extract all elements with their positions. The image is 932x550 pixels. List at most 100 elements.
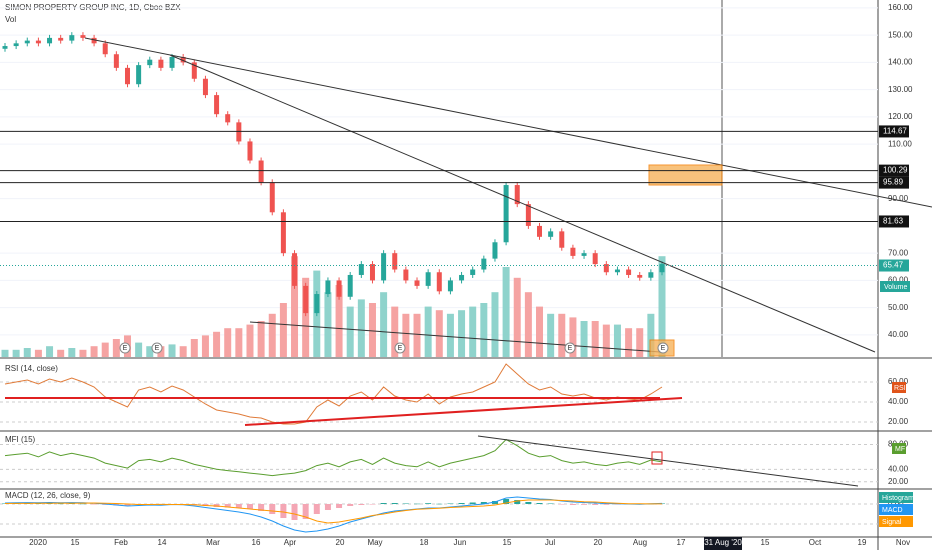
y-tick-label: 20.00	[888, 477, 909, 486]
y-tick-label: 160.00	[888, 3, 913, 12]
candle	[436, 272, 442, 292]
volume-bar	[569, 317, 577, 357]
volume-bar	[647, 313, 655, 357]
histogram-bar	[91, 504, 98, 505]
histogram-bar	[347, 504, 354, 506]
x-tick-label: Mar	[206, 538, 220, 547]
y-tick-label: 40.00	[888, 397, 909, 406]
volume-bar	[335, 285, 343, 357]
histogram-bar	[358, 504, 365, 505]
earnings-label: E	[123, 345, 128, 352]
earnings-label: E	[398, 345, 403, 352]
candle	[147, 59, 153, 66]
volume-bar	[179, 346, 187, 357]
volume-bar	[580, 321, 588, 357]
candle	[180, 56, 186, 63]
volume-bar	[368, 303, 376, 357]
volume-bar	[658, 256, 666, 357]
candle	[481, 258, 487, 270]
volume-bar	[636, 328, 644, 357]
candle	[225, 114, 231, 123]
candle	[425, 272, 431, 286]
volume-bar	[201, 335, 209, 357]
histogram-bar	[235, 504, 242, 508]
volume-bar	[357, 299, 365, 357]
histogram-bar	[369, 504, 376, 505]
x-tick-label: Nov	[896, 538, 910, 547]
histogram-bar	[581, 504, 588, 505]
candle	[570, 247, 576, 256]
x-tick-label: May	[367, 538, 382, 547]
histogram-bar	[313, 504, 320, 514]
candle	[214, 95, 220, 115]
histogram-bar	[79, 503, 86, 505]
candle	[280, 212, 286, 254]
candle	[258, 160, 264, 183]
candle	[158, 59, 164, 68]
y-tick-label: 150.00	[888, 30, 913, 39]
volume-bar	[491, 292, 499, 357]
y-tick-label: 110.00	[888, 139, 912, 148]
volume-bar	[168, 344, 176, 357]
histogram-bar	[614, 504, 621, 505]
last-price-bg	[879, 259, 909, 272]
histogram-bar	[569, 504, 576, 505]
candle	[414, 280, 420, 286]
x-tick-label: 16	[252, 538, 261, 547]
volume-bar	[446, 313, 454, 357]
volume-bar	[213, 331, 221, 357]
tag-bg	[879, 492, 913, 503]
volume-bar	[469, 306, 477, 357]
histogram-bar	[414, 503, 421, 505]
candle	[69, 35, 75, 41]
trend-line	[84, 37, 932, 208]
mfi-title: MFI (15)	[5, 435, 36, 444]
mfi-line	[4, 438, 663, 477]
volume-title: Vol	[5, 15, 16, 24]
candle	[369, 264, 375, 281]
candle	[392, 253, 398, 270]
volume-bar	[480, 303, 488, 357]
candle	[548, 231, 554, 237]
x-tick-label: Apr	[284, 538, 297, 547]
volume-bar	[302, 277, 310, 357]
candle	[447, 280, 453, 292]
volume-bar	[613, 324, 621, 357]
candle	[136, 65, 142, 85]
volume-bar	[257, 321, 265, 357]
tag-bg	[879, 504, 913, 515]
volume-bar	[391, 306, 399, 357]
earnings-marker	[564, 342, 576, 354]
x-tick-label: 20	[336, 538, 345, 547]
candle	[347, 274, 353, 297]
level-label: 114.67	[883, 127, 907, 136]
histogram-bar	[458, 503, 465, 504]
histogram-bar	[547, 503, 554, 504]
histogram-bar	[514, 500, 521, 504]
candle	[626, 269, 632, 275]
histogram-bar	[469, 502, 476, 504]
candle	[202, 78, 208, 96]
candle	[247, 141, 253, 161]
volume-bar	[591, 321, 599, 357]
candle	[614, 269, 620, 273]
volume-bar	[34, 349, 42, 357]
histogram-bar	[336, 504, 343, 508]
histogram-bar	[603, 504, 610, 505]
candle	[603, 264, 609, 273]
candle	[24, 40, 30, 44]
candle	[648, 272, 654, 278]
y-tick-label: 140.00	[888, 58, 913, 67]
candle	[459, 274, 465, 281]
tag-bg	[892, 382, 906, 393]
candle	[91, 37, 97, 44]
histogram-bar	[35, 503, 42, 504]
earnings-marker	[119, 342, 131, 354]
level-label-bg	[879, 176, 909, 189]
x-tick-label: 20	[594, 538, 603, 547]
candle	[358, 264, 364, 275]
candle	[336, 280, 342, 297]
volume-bar	[112, 339, 120, 357]
volume-bar	[246, 324, 254, 357]
